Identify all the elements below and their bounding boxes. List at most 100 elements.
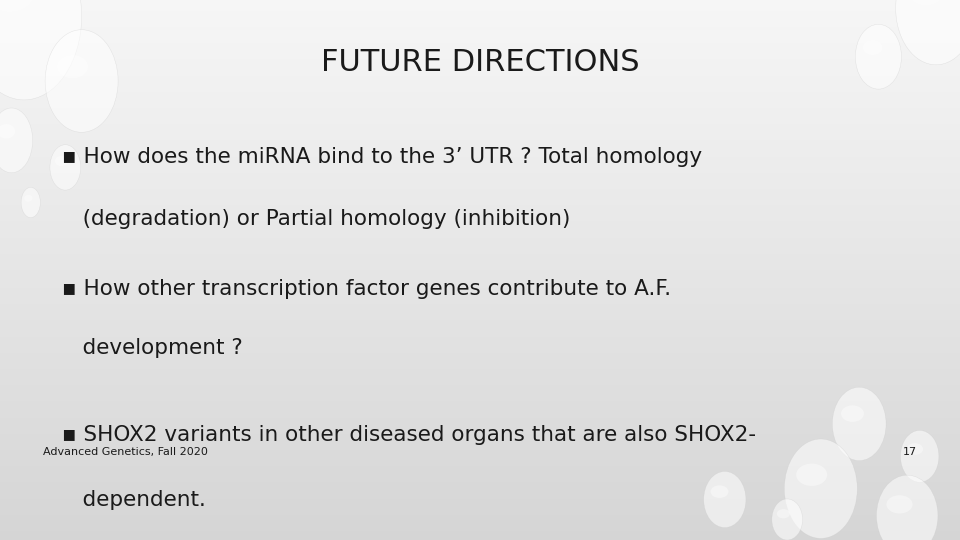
Bar bbox=[0, 189, 960, 191]
Bar bbox=[0, 414, 960, 416]
Text: ▪ How other transcription factor genes contribute to A.F.: ▪ How other transcription factor genes c… bbox=[62, 279, 672, 299]
Bar bbox=[0, 398, 960, 400]
Bar bbox=[0, 498, 960, 501]
Bar bbox=[0, 531, 960, 533]
Bar bbox=[0, 313, 960, 315]
Bar bbox=[0, 479, 960, 481]
Bar bbox=[0, 36, 960, 38]
Bar bbox=[0, 204, 960, 205]
Bar bbox=[0, 164, 960, 166]
Bar bbox=[0, 436, 960, 437]
Bar bbox=[0, 421, 960, 423]
Bar bbox=[0, 326, 960, 328]
Bar bbox=[0, 430, 960, 432]
Bar bbox=[0, 441, 960, 443]
Ellipse shape bbox=[24, 195, 33, 201]
Bar bbox=[0, 201, 960, 204]
Bar bbox=[0, 288, 960, 290]
Bar bbox=[0, 420, 960, 421]
Bar bbox=[0, 380, 960, 382]
Bar bbox=[0, 144, 960, 146]
Bar bbox=[0, 486, 960, 488]
Bar bbox=[0, 245, 960, 247]
Bar bbox=[0, 12, 960, 15]
Ellipse shape bbox=[909, 0, 943, 5]
Bar bbox=[0, 96, 960, 97]
Bar bbox=[0, 254, 960, 255]
Bar bbox=[0, 403, 960, 405]
Bar bbox=[0, 97, 960, 99]
Bar bbox=[0, 464, 960, 466]
Bar bbox=[0, 50, 960, 52]
Ellipse shape bbox=[0, 0, 35, 11]
Ellipse shape bbox=[886, 495, 913, 514]
Bar bbox=[0, 108, 960, 110]
Bar bbox=[0, 528, 960, 529]
Bar bbox=[0, 383, 960, 385]
Bar bbox=[0, 196, 960, 198]
Bar bbox=[0, 112, 960, 113]
Bar bbox=[0, 214, 960, 216]
Bar bbox=[0, 356, 960, 358]
Bar bbox=[0, 153, 960, 155]
Bar bbox=[0, 490, 960, 491]
Bar bbox=[0, 212, 960, 214]
Bar bbox=[0, 139, 960, 140]
Bar bbox=[0, 69, 960, 70]
Bar bbox=[0, 58, 960, 59]
Bar bbox=[0, 158, 960, 160]
Ellipse shape bbox=[704, 471, 746, 528]
Bar bbox=[0, 515, 960, 517]
Bar bbox=[0, 484, 960, 486]
Bar bbox=[0, 324, 960, 326]
Bar bbox=[0, 333, 960, 335]
Bar bbox=[0, 211, 960, 212]
Ellipse shape bbox=[55, 156, 68, 166]
Bar bbox=[0, 23, 960, 25]
Bar bbox=[0, 252, 960, 254]
Bar bbox=[0, 205, 960, 207]
Bar bbox=[0, 301, 960, 302]
Bar bbox=[0, 457, 960, 459]
Bar bbox=[0, 344, 960, 346]
Bar bbox=[0, 83, 960, 85]
Ellipse shape bbox=[0, 108, 33, 173]
Bar bbox=[0, 216, 960, 218]
Bar bbox=[0, 382, 960, 383]
Bar bbox=[0, 38, 960, 39]
Bar bbox=[0, 367, 960, 369]
Bar bbox=[0, 155, 960, 157]
Bar bbox=[0, 459, 960, 461]
Bar bbox=[0, 157, 960, 158]
Bar bbox=[0, 417, 960, 420]
Bar bbox=[0, 385, 960, 387]
Ellipse shape bbox=[57, 55, 88, 78]
Bar bbox=[0, 263, 960, 265]
Bar bbox=[0, 428, 960, 430]
Ellipse shape bbox=[21, 187, 40, 218]
Bar bbox=[0, 340, 960, 342]
Text: ▪ How does the miRNA bind to the 3’ UTR ? Total homology: ▪ How does the miRNA bind to the 3’ UTR … bbox=[62, 146, 703, 167]
Ellipse shape bbox=[876, 475, 938, 540]
Bar bbox=[0, 11, 960, 12]
Bar bbox=[0, 265, 960, 266]
Bar bbox=[0, 225, 960, 227]
Bar bbox=[0, 162, 960, 164]
Bar bbox=[0, 25, 960, 27]
Bar bbox=[0, 54, 960, 56]
Bar bbox=[0, 349, 960, 351]
Bar bbox=[0, 99, 960, 101]
Bar bbox=[0, 282, 960, 285]
Bar bbox=[0, 275, 960, 277]
Bar bbox=[0, 525, 960, 528]
Bar bbox=[0, 160, 960, 162]
Ellipse shape bbox=[896, 0, 960, 65]
Bar bbox=[0, 454, 960, 455]
Bar bbox=[0, 295, 960, 297]
Bar bbox=[0, 59, 960, 61]
Bar bbox=[0, 495, 960, 497]
Bar bbox=[0, 427, 960, 428]
Bar bbox=[0, 119, 960, 120]
Bar bbox=[0, 389, 960, 390]
Bar bbox=[0, 538, 960, 540]
